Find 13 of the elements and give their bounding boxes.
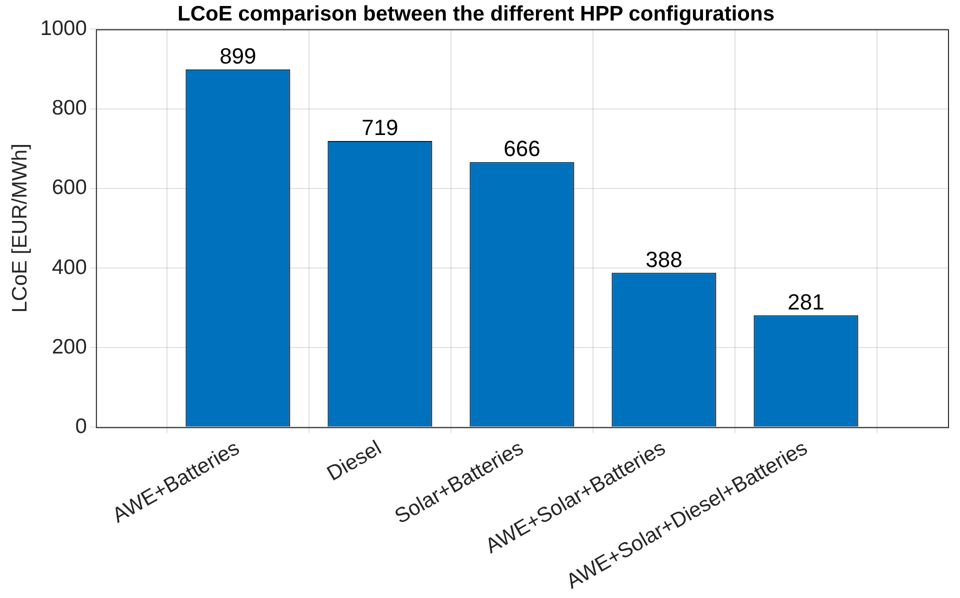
y-axis-title: LCoE [EUR/MWh] [8,144,32,313]
chart-title: LCoE comparison between the different HPP configurations [177,2,775,26]
data-label: 388 [646,246,682,272]
data-label: 899 [220,43,256,68]
y-tick-label: 800 [52,96,87,120]
data-label: 281 [788,289,824,314]
data-label: 719 [362,115,398,140]
data-label: 666 [504,136,540,162]
y-tick-label: 200 [52,335,87,358]
y-tick-label: 400 [52,256,87,279]
y-tick-label: 1000 [40,16,87,40]
y-tick-label: 0 [75,414,87,438]
y-tick-label: 600 [52,176,87,200]
